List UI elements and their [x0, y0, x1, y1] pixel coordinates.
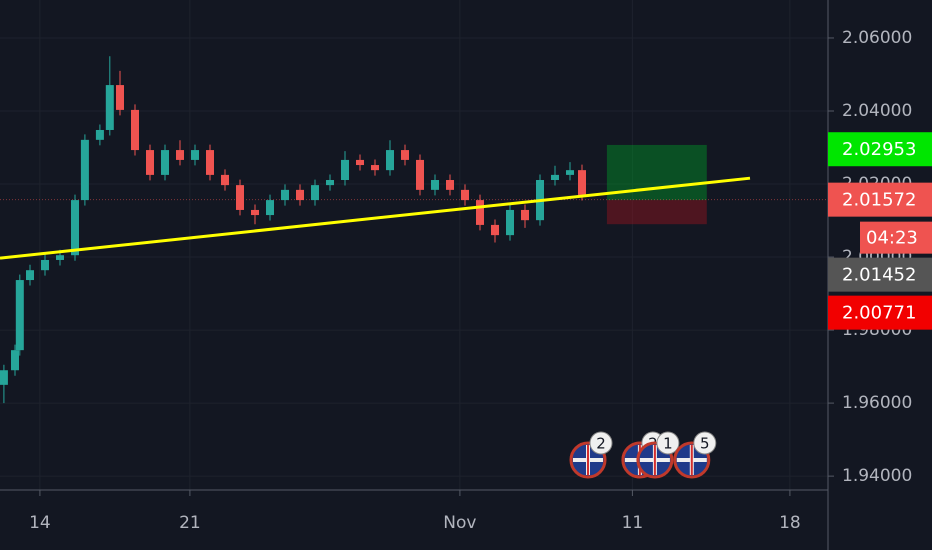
candle-body: [551, 174, 559, 181]
candle-body: [356, 159, 364, 166]
candle-body: [26, 270, 34, 281]
candle-body: [206, 150, 214, 175]
y-tick-label: 1.94000: [842, 466, 912, 486]
y-tick-label: 2.04000: [842, 101, 912, 121]
event-count: 5: [700, 435, 710, 453]
x-axis-panel: [0, 490, 828, 550]
event-count: 2: [596, 435, 606, 453]
candle-body: [0, 370, 8, 385]
x-tick-label: 14: [29, 513, 51, 533]
candle-body: [80, 139, 89, 201]
candle-body: [521, 209, 529, 221]
event-count-badge: [693, 431, 717, 455]
candle-body: [476, 200, 484, 225]
price-badge: [828, 295, 932, 330]
candle-body: [326, 180, 334, 186]
candle-body: [281, 189, 289, 201]
candle-body: [41, 259, 49, 271]
x-tick-label: 21: [179, 513, 201, 533]
candle-body: [431, 180, 439, 190]
position-stop-zone: [606, 200, 707, 225]
x-tick-label: 18: [779, 513, 801, 533]
candle-body: [105, 85, 114, 130]
candle-body: [161, 150, 169, 175]
candle-body: [566, 170, 574, 175]
price-badge-label: 2.01572: [842, 190, 916, 211]
countdown-badge: [860, 221, 932, 254]
candle-body: [221, 174, 229, 186]
event-count-badge: [656, 431, 680, 455]
candle-body: [461, 189, 469, 201]
price-badge: [828, 257, 932, 292]
candle-body: [401, 150, 409, 160]
candle-body: [578, 170, 586, 195]
y-tick-label: 2.06000: [842, 28, 912, 48]
event-count: 1: [663, 435, 673, 453]
candle-body: [11, 350, 19, 371]
candle-body: [491, 224, 499, 236]
candle-body: [56, 255, 64, 260]
event-marker: 1: [636, 431, 680, 479]
candle-body: [266, 200, 274, 216]
candle-body: [386, 150, 394, 171]
candle-body: [371, 165, 379, 171]
candle-body: [416, 159, 424, 190]
price-badge: [828, 132, 932, 167]
candle-body: [251, 209, 259, 216]
candle-body: [311, 185, 319, 201]
candle-body: [95, 129, 104, 140]
candle-body: [146, 150, 154, 175]
price-badge-label: 2.02953: [842, 139, 916, 160]
candle-body: [506, 209, 514, 236]
candle-body: [176, 150, 184, 160]
candle-body: [341, 159, 349, 181]
trendline: [0, 176, 751, 260]
x-tick-label: Nov: [443, 513, 476, 533]
event-count-badge: [589, 431, 613, 455]
price-badge: [828, 182, 932, 217]
candle-body: [131, 109, 139, 151]
event-marker: 5: [673, 431, 717, 479]
candle-body: [71, 200, 79, 256]
price-badge-label: 2.01452: [842, 265, 916, 286]
event-marker: 2: [569, 431, 613, 479]
candle-body: [191, 150, 199, 160]
countdown-label: 04:23: [866, 228, 918, 249]
candle-body: [446, 180, 454, 190]
candle-body: [15, 280, 24, 351]
price-badge-label: 2.00771: [842, 303, 916, 324]
candle-body: [116, 85, 124, 110]
candle-body: [236, 185, 244, 210]
x-tick-label: 11: [622, 513, 644, 533]
y-tick-label: 1.96000: [842, 393, 912, 413]
candle-body: [296, 189, 304, 201]
